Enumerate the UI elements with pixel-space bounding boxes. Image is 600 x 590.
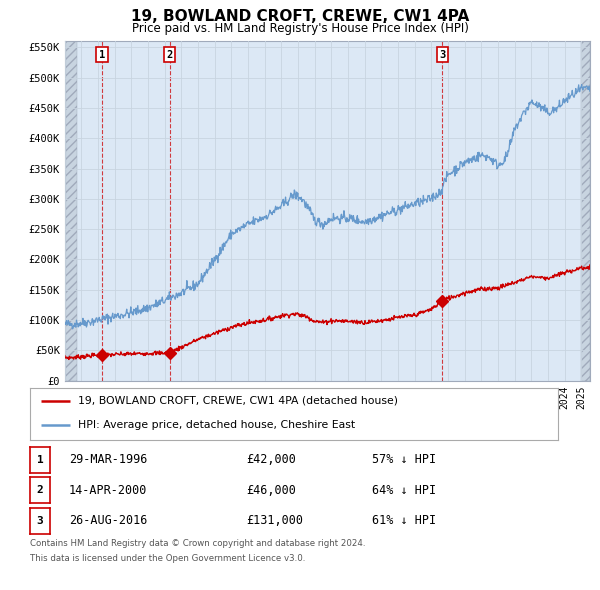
Text: 29-MAR-1996: 29-MAR-1996 [69, 453, 148, 466]
Text: 3: 3 [439, 50, 445, 60]
Text: £131,000: £131,000 [246, 514, 303, 527]
Text: £46,000: £46,000 [246, 484, 296, 497]
Text: 3: 3 [37, 516, 43, 526]
Text: Price paid vs. HM Land Registry's House Price Index (HPI): Price paid vs. HM Land Registry's House … [131, 22, 469, 35]
Text: 14-APR-2000: 14-APR-2000 [69, 484, 148, 497]
Text: 64% ↓ HPI: 64% ↓ HPI [372, 484, 436, 497]
Text: 61% ↓ HPI: 61% ↓ HPI [372, 514, 436, 527]
Text: 1: 1 [37, 455, 43, 464]
Text: £42,000: £42,000 [246, 453, 296, 466]
Text: 19, BOWLAND CROFT, CREWE, CW1 4PA: 19, BOWLAND CROFT, CREWE, CW1 4PA [131, 9, 469, 24]
Text: 2: 2 [167, 50, 173, 60]
Text: 1: 1 [99, 50, 105, 60]
Text: This data is licensed under the Open Government Licence v3.0.: This data is licensed under the Open Gov… [30, 554, 305, 563]
Text: Contains HM Land Registry data © Crown copyright and database right 2024.: Contains HM Land Registry data © Crown c… [30, 539, 365, 548]
Text: 19, BOWLAND CROFT, CREWE, CW1 4PA (detached house): 19, BOWLAND CROFT, CREWE, CW1 4PA (detac… [77, 396, 398, 405]
Text: HPI: Average price, detached house, Cheshire East: HPI: Average price, detached house, Ches… [77, 420, 355, 430]
Text: 2: 2 [37, 486, 43, 495]
Text: 26-AUG-2016: 26-AUG-2016 [69, 514, 148, 527]
Text: 57% ↓ HPI: 57% ↓ HPI [372, 453, 436, 466]
